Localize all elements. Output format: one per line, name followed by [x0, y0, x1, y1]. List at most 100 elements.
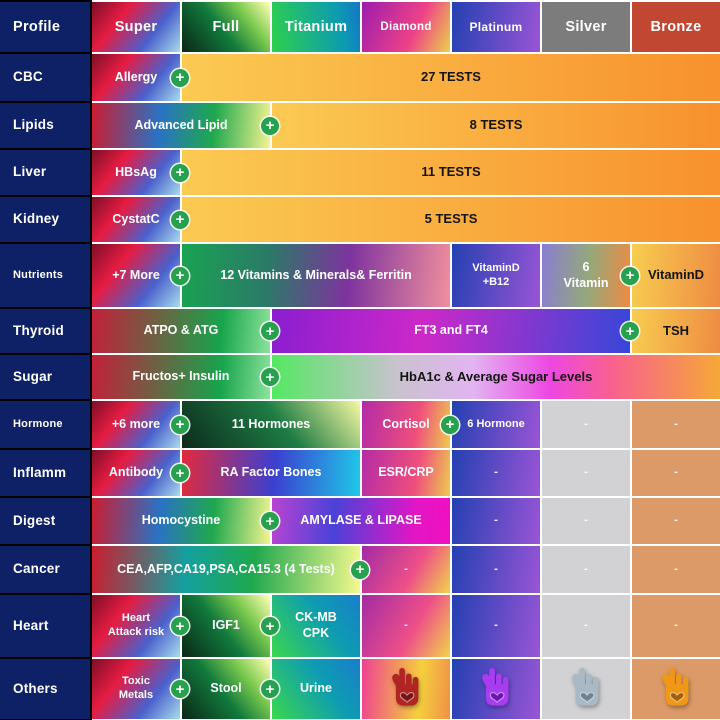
- cell-cancer-super: CEA,AFP,CA19,PSA,CA15.3 (4 Tests) +: [92, 546, 369, 593]
- cell-text: +7 More: [112, 267, 160, 282]
- cell-text: HbA1c & Average Sugar Levels: [399, 368, 593, 384]
- cell-heart-silver: -: [542, 595, 630, 657]
- cell-heart-super: Heart Attack risk +: [92, 595, 189, 657]
- cell-text: IGF1: [212, 618, 240, 633]
- row-label-text: Others: [13, 680, 58, 696]
- cell-text: Toxic Metals: [118, 675, 154, 701]
- plus-icon: +: [171, 163, 189, 182]
- cell-inflamm-silver: -: [542, 450, 630, 496]
- cell-text: CK-MB CPK: [295, 610, 337, 640]
- header-diamond: Diamond: [362, 2, 450, 52]
- corner-profile: Profile: [0, 2, 90, 52]
- table-row-nutrients: Nutrients +7 More +12 Vitamins & Minerals&…: [0, 244, 720, 307]
- not-included-dash: -: [404, 619, 408, 632]
- plus-icon: +: [171, 415, 189, 434]
- row-label-cbc: CBC: [0, 54, 90, 101]
- cell-cbc-super: Allergy +: [92, 54, 189, 101]
- plus-icon: +: [441, 415, 459, 434]
- cell-text: CEA,AFP,CA19,PSA,CA15.3 (4 Tests): [117, 561, 335, 576]
- plus-icon: +: [261, 512, 279, 530]
- cell-heart-bronze: -: [632, 595, 720, 657]
- cell-digest-titanium: AMYLASE & LIPASE: [272, 498, 450, 544]
- header-titanium: Titanium: [272, 2, 360, 52]
- cell-text: FT3 and FT4: [414, 323, 488, 338]
- cell-inflamm-platinum: -: [452, 450, 540, 496]
- cell-digest-super: Homocystine +: [92, 498, 279, 544]
- cell-text: Allergy: [114, 69, 158, 84]
- not-included-dash: -: [674, 466, 678, 479]
- cell-sugar-titanium: HbA1c & Average Sugar Levels: [272, 355, 720, 399]
- cell-digest-bronze: -: [632, 498, 720, 544]
- cell-cancer-platinum: -: [452, 546, 540, 593]
- header-label: Silver: [565, 18, 607, 35]
- plus-icon: +: [171, 68, 189, 87]
- cell-text: Cortisol: [382, 416, 430, 431]
- cell-digest-platinum: -: [452, 498, 540, 544]
- cell-text: ESR/CRP: [378, 465, 434, 480]
- table-row-liver: Liver HBsAg +11 TESTS: [0, 150, 720, 195]
- cell-text: 11 Hormones: [231, 416, 311, 431]
- cell-hormone-diamond: Cortisol +: [362, 401, 459, 448]
- cell-others-full: Stool +: [182, 659, 279, 719]
- table-row-kidney: Kidney CystatC + 5 TESTS: [0, 197, 720, 242]
- row-label-digest: Digest: [0, 498, 90, 544]
- cell-others-silver: [542, 659, 630, 719]
- cell-inflamm-diamond: ESR/CRP: [362, 450, 450, 496]
- cell-cancer-diamond: -: [362, 546, 450, 593]
- cell-text: 12 Vitamins & Minerals& Ferritin: [220, 267, 412, 282]
- header-silver: Silver: [542, 2, 630, 52]
- cell-inflamm-full: RA Factor Bones: [182, 450, 360, 496]
- row-label-sugar: Sugar: [0, 355, 90, 399]
- row-label-hormone: Hormone: [0, 401, 90, 448]
- row-label-text: Liver: [13, 164, 47, 180]
- not-included-dash: -: [584, 417, 588, 430]
- not-included-dash: -: [404, 562, 408, 575]
- cell-text: 6 Vitamin: [563, 259, 609, 290]
- cell-cancer-silver: -: [542, 546, 630, 593]
- row-label-inflamm: Inflamm: [0, 450, 90, 496]
- row-label-kidney: Kidney: [0, 197, 90, 242]
- cell-nutrients-platinum: VitaminD +B12: [452, 244, 540, 307]
- row-label-others: Others: [0, 659, 90, 719]
- not-included-dash: -: [494, 562, 498, 575]
- not-included-dash: -: [674, 417, 678, 430]
- cell-heart-titanium: CK-MB CPK: [272, 595, 360, 657]
- header-super: Super: [92, 2, 180, 52]
- cell-heart-platinum: -: [452, 595, 540, 657]
- not-included-dash: -: [494, 619, 498, 632]
- cell-text: Fructos+ Insulin: [132, 369, 230, 384]
- cell-heart-full: IGF1 +: [182, 595, 279, 657]
- cell-hormone-full: 11 Hormones: [182, 401, 360, 448]
- row-label-text: Nutrients: [13, 268, 64, 281]
- table-row-digest: Digest Homocystine + AMYLASE & LIPASE - - -: [0, 498, 720, 544]
- cell-thyroid-titanium: FT3 and FT4 +: [272, 309, 639, 353]
- cell-text: 5 TESTS: [424, 211, 478, 227]
- cell-others-platinum: [452, 659, 540, 719]
- cell-text: Homocystine: [141, 513, 221, 528]
- cell-lipids-titanium: 8 TESTS: [272, 103, 720, 148]
- table-row-sugar: Sugar Fructos+ Insulin + HbA1c & Average Su…: [0, 355, 720, 399]
- header-full: Full: [182, 2, 270, 52]
- cell-heart-diamond: -: [362, 595, 450, 657]
- not-included-dash: -: [584, 514, 588, 527]
- plus-icon: +: [261, 116, 279, 135]
- not-included-dash: -: [584, 562, 588, 575]
- cell-nutrients-bronze: VitaminD: [632, 244, 720, 307]
- table-row-inflamm: Inflamm Antibody + RA Factor Bones ESR/CRP - -…: [0, 450, 720, 496]
- row-label-text: Sugar: [13, 368, 53, 384]
- cell-text: VitaminD: [647, 267, 705, 283]
- cell-text: AMYLASE & LIPASE: [300, 513, 422, 528]
- cell-hormone-silver: -: [542, 401, 630, 448]
- cell-liver-full: 11 TESTS: [182, 150, 720, 195]
- header-platinum: Platinum: [452, 2, 540, 52]
- row-label-text: Thyroid: [13, 322, 64, 338]
- cell-nutrients-silver: 6 Vitamin +: [542, 244, 639, 307]
- cell-kidney-super: CystatC +: [92, 197, 189, 242]
- cell-text: Stool: [210, 681, 242, 696]
- plus-icon: +: [171, 266, 189, 285]
- plus-icon: +: [621, 322, 639, 340]
- cell-text: VitaminD +B12: [472, 261, 520, 288]
- plus-icon: +: [171, 680, 189, 698]
- cell-text: Advanced Lipid: [134, 117, 228, 132]
- plus-icon: +: [261, 322, 279, 340]
